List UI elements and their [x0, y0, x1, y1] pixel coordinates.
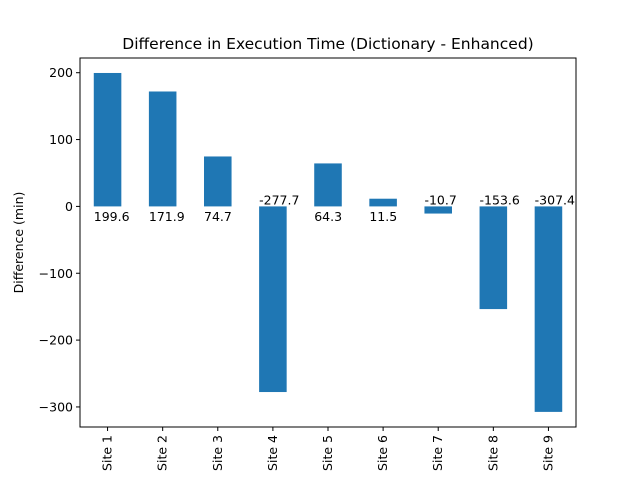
plot-frame	[79, 57, 577, 428]
data-label-1: 199.6	[94, 209, 130, 224]
data-label-6: 11.5	[369, 209, 397, 224]
x-tick-label-9: Site 9	[540, 435, 555, 471]
x-tick-label-4: Site 4	[265, 435, 280, 471]
y-axis-label: Difference (min)	[11, 192, 26, 294]
data-label-2: 171.9	[149, 209, 185, 224]
x-tick-label-1: Site 1	[100, 435, 115, 471]
y-tick-label-5: −200	[39, 333, 73, 348]
bar-7	[424, 206, 452, 214]
bar-3	[204, 156, 232, 207]
bar-8	[479, 206, 508, 310]
bar-4	[259, 206, 287, 393]
x-tick-label-2: Site 2	[155, 435, 170, 471]
data-label-3: 74.7	[204, 209, 232, 224]
bar-5	[314, 163, 342, 207]
x-tick-label-6: Site 6	[375, 435, 390, 471]
y-tick-label-4: −100	[39, 266, 73, 281]
bar-9	[534, 206, 563, 412]
bar-2	[148, 91, 177, 207]
y-tick-label-1: 200	[49, 65, 73, 80]
plot-area: Site 1 199.6 Site 2 171.9 Site 3 74.7 Site 4 -2…	[39, 65, 575, 471]
x-tick-label-5: Site 5	[320, 435, 335, 471]
data-label-8: -153.6	[480, 192, 520, 207]
bar-1	[93, 72, 122, 207]
x-tick-label-8: Site 8	[485, 435, 500, 471]
y-tick-label-6: −300	[39, 399, 73, 414]
y-tick-label-3: 0	[65, 199, 73, 214]
y-tick-label-2: 100	[49, 132, 73, 147]
data-label-7: -10.7	[424, 192, 456, 207]
bar-6	[369, 198, 397, 207]
x-tick-label-3: Site 3	[210, 435, 225, 471]
chart-title: Difference in Execution Time (Dictionary…	[122, 35, 533, 53]
data-label-9: -307.4	[535, 192, 575, 207]
data-label-5: 64.3	[314, 209, 342, 224]
x-tick-label-7: Site 7	[430, 435, 445, 471]
data-label-4: -277.7	[259, 192, 299, 207]
